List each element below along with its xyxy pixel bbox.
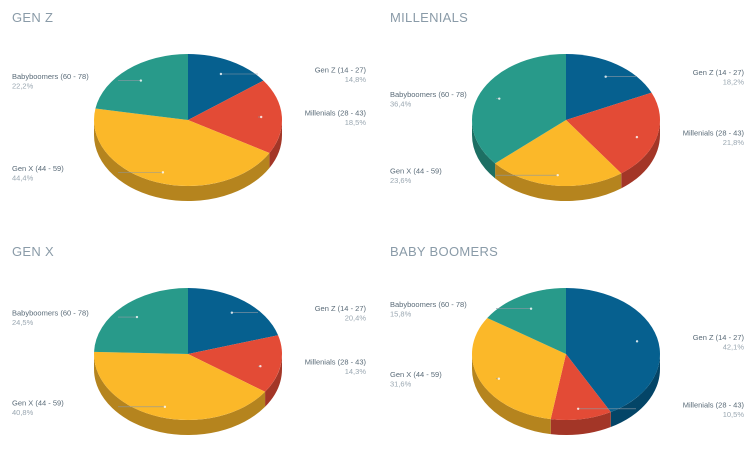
chart-panel-millenials: MILLENIALS Gen Z (14 - 27) 18,2% Millenial… [378,0,752,233]
slice-value-gen_z: 42,1% [723,342,745,351]
pie-slice-babyboomers[interactable] [95,54,188,120]
slice-label-gen_z: Gen Z (14 - 27) [315,65,367,74]
slice-value-millenials: 21,8% [723,138,745,147]
pie-side-gen_x [94,120,270,201]
label-anchor-babyboomers [135,315,139,319]
pie-slice-babyboomers[interactable] [487,288,566,354]
label-anchor-millenials [259,115,263,119]
chart-title: GEN X [12,244,54,259]
label-anchor-babyboomers [139,79,143,82]
pie-side-babyboomers [472,120,496,179]
pie-side-millenials [621,120,660,189]
slice-value-babyboomers: 22,2% [12,82,34,91]
pie-slice-babyboomers[interactable] [472,54,566,164]
label-anchor-millenials [576,407,580,410]
label-anchor-gen_z [219,72,223,76]
slice-value-babyboomers: 24,5% [12,318,34,327]
slice-label-gen_z: Gen Z (14 - 27) [315,304,367,313]
slice-value-gen_x: 40,8% [12,408,34,417]
pie-slice-gen_z[interactable] [188,288,279,354]
pie-side-gen_x [472,354,551,435]
pie-slice-gen_z[interactable] [566,288,660,413]
slice-value-gen_z: 14,8% [345,75,367,84]
slice-value-gen_x: 23,6% [390,176,412,185]
slice-label-babyboomers: Babyboomers (60 - 78) [390,300,467,309]
label-anchor-gen_x [161,171,165,174]
slice-label-gen_x: Gen X (44 - 59) [390,167,442,176]
pie-side-gen_x [495,163,622,202]
slice-value-gen_x: 31,6% [390,380,412,389]
pie-side-millenials [269,120,282,168]
pie-slice-gen_x[interactable] [94,351,266,420]
slice-label-babyboomers: Babyboomers (60 - 78) [390,90,467,99]
label-anchor-gen_z [230,311,234,314]
slice-value-gen_z: 20,4% [345,314,367,323]
chart-panel-gen-x: GEN X Gen Z (14 - 27) 20,4% Millenials (28… [0,234,376,467]
pie-chart-gen-z: Gen Z (14 - 27)14,8% Millenials (28 - 43)… [12,54,367,201]
slice-label-millenials: Millenials (28 - 43) [305,358,367,367]
pie-side-walls [94,120,282,201]
pie-side-walls [94,354,282,435]
label-anchor-gen_x [556,173,559,177]
slice-label-babyboomers: Babyboomers (60 - 78) [12,309,89,318]
label-anchor-gen_z [635,340,639,343]
label-anchor-millenials [259,365,262,368]
pie-side-millenials [550,412,611,435]
pie-side-millenials [265,354,282,407]
pie-slice-millenials[interactable] [188,335,282,392]
slice-label-gen_x: Gen X (44 - 59) [12,398,64,407]
label-anchor-gen_z [604,75,607,78]
pie-chart-gen-x: Gen Z (14 - 27)20,4% Millenials (28 - 43)… [12,288,367,435]
label-anchor-millenials [635,135,639,139]
chart-title: GEN Z [12,10,54,25]
pie-slice-millenials[interactable] [566,92,660,174]
slice-value-gen_z: 18,2% [723,78,745,87]
label-anchor-gen_x [163,405,167,409]
pie-side-gen_x [94,354,266,435]
slice-value-babyboomers: 36,4% [390,100,412,109]
slice-label-gen_x: Gen X (44 - 59) [390,370,442,379]
label-anchor-babyboomers [529,307,533,310]
slice-value-babyboomers: 15,8% [390,310,412,319]
pie-slice-millenials[interactable] [188,80,282,153]
slice-label-millenials: Millenials (28 - 43) [683,129,745,138]
chart-panel-baby-boomers: BABY BOOMERS Gen Z (14 - 27) 42,1% Milleni… [378,234,752,467]
pie-slice-gen_z[interactable] [566,54,652,120]
chart-panel-gen-z: GEN Z Gen Z (14 - 27) 14,8% Millenials (28… [0,0,376,233]
slice-value-millenials: 14,3% [345,367,367,376]
chart-title: MILLENIALS [390,10,469,25]
pie-side-walls [472,120,660,202]
slice-label-millenials: Millenials (28 - 43) [683,400,745,409]
pie-slice-gen_x[interactable] [495,120,622,186]
slice-label-millenials: Millenials (28 - 43) [305,109,367,118]
label-anchor-babyboomers [498,97,501,100]
pie-slice-gen_z[interactable] [188,54,264,120]
slice-value-millenials: 10,5% [723,410,745,419]
label-anchor-gen_x [497,377,501,380]
slice-value-gen_x: 44,4% [12,173,34,182]
pie-chart-millenials: Gen Z (14 - 27)18,2% Millenials (28 - 43)… [390,54,745,202]
slice-label-babyboomers: Babyboomers (60 - 78) [12,72,89,81]
slice-value-millenials: 18,5% [345,118,367,127]
pie-chart-baby-boomers: Gen Z (14 - 27)42,1% Millenials (28 - 43)… [390,288,745,435]
chart-title: BABY BOOMERS [390,244,499,259]
pie-slice-gen_x[interactable] [472,317,566,420]
pie-slice-babyboomers[interactable] [94,288,188,354]
pie-slice-gen_x[interactable] [94,108,270,187]
slice-label-gen_z: Gen Z (14 - 27) [693,333,745,342]
slice-label-gen_x: Gen X (44 - 59) [12,164,64,173]
pie-slice-millenials[interactable] [550,354,611,420]
slice-label-gen_z: Gen Z (14 - 27) [693,68,745,77]
